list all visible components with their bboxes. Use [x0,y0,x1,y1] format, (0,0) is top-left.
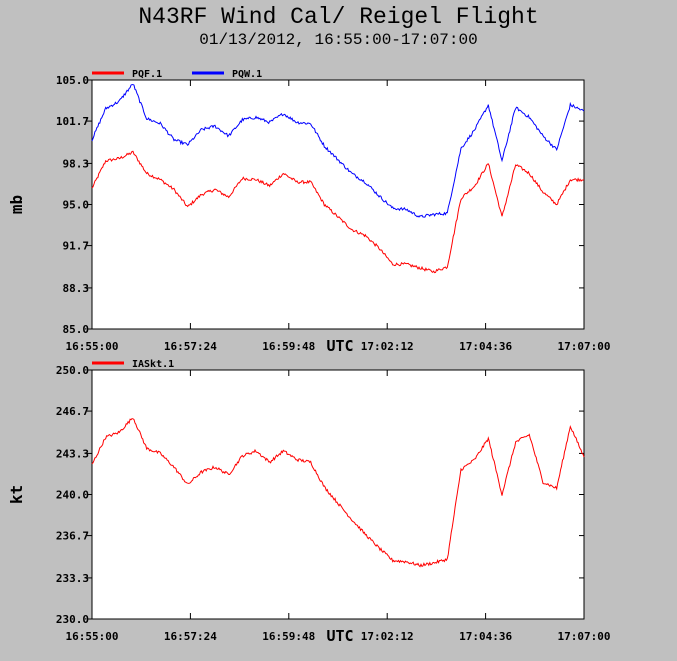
y-tick-label: 95.0 [63,199,90,212]
y-tick-label: 240.0 [56,489,89,502]
y-axis-label: mb [7,195,26,214]
legend-label: PQF.1 [132,69,162,80]
x-tick-label: 17:07:00 [558,340,611,353]
x-tick-label: 17:02:12 [361,340,414,353]
legend-label: PQW.1 [232,69,262,80]
x-axis-label: UTC [326,337,353,355]
x-tick-label: 16:59:48 [262,630,315,643]
x-tick-label: 16:57:24 [164,340,217,353]
series-line-iaskt-1 [91,418,585,568]
x-axis-label: UTC [326,627,353,645]
y-tick-label: 88.3 [63,282,90,295]
series-line-pqw-1 [91,84,585,218]
y-tick-label: 243.3 [56,447,89,460]
x-tick-label: 16:55:00 [66,340,119,353]
x-tick-label: 16:55:00 [66,630,119,643]
y-tick-label: 230.0 [56,613,89,626]
y-tick-label: 98.3 [63,157,90,170]
y-axis-label: kt [7,485,26,504]
x-tick-label: 17:04:36 [459,630,512,643]
y-tick-label: 233.3 [56,572,89,585]
page-subtitle: 01/13/2012, 16:55:00-17:07:00 [199,31,478,49]
y-tick-label: 101.7 [56,115,89,128]
y-tick-label: 85.0 [63,323,90,336]
y-tick-label: 250.0 [56,364,89,377]
page-title: N43RF Wind Cal/ Reigel Flight [138,4,539,30]
y-tick-label: 236.7 [56,530,89,543]
y-tick-label: 91.7 [63,240,90,253]
x-tick-label: 17:07:00 [558,630,611,643]
x-tick-label: 17:02:12 [361,630,414,643]
x-tick-label: 17:04:36 [459,340,512,353]
x-tick-label: 16:59:48 [262,340,315,353]
plot-area-1 [91,79,585,330]
legend-label: IASkt.1 [132,359,174,370]
series-line-pqf-1 [91,150,585,274]
plot-area-2 [91,369,585,620]
x-tick-label: 16:57:24 [164,630,217,643]
y-tick-label: 246.7 [56,405,89,418]
y-tick-label: 105.0 [56,74,89,87]
